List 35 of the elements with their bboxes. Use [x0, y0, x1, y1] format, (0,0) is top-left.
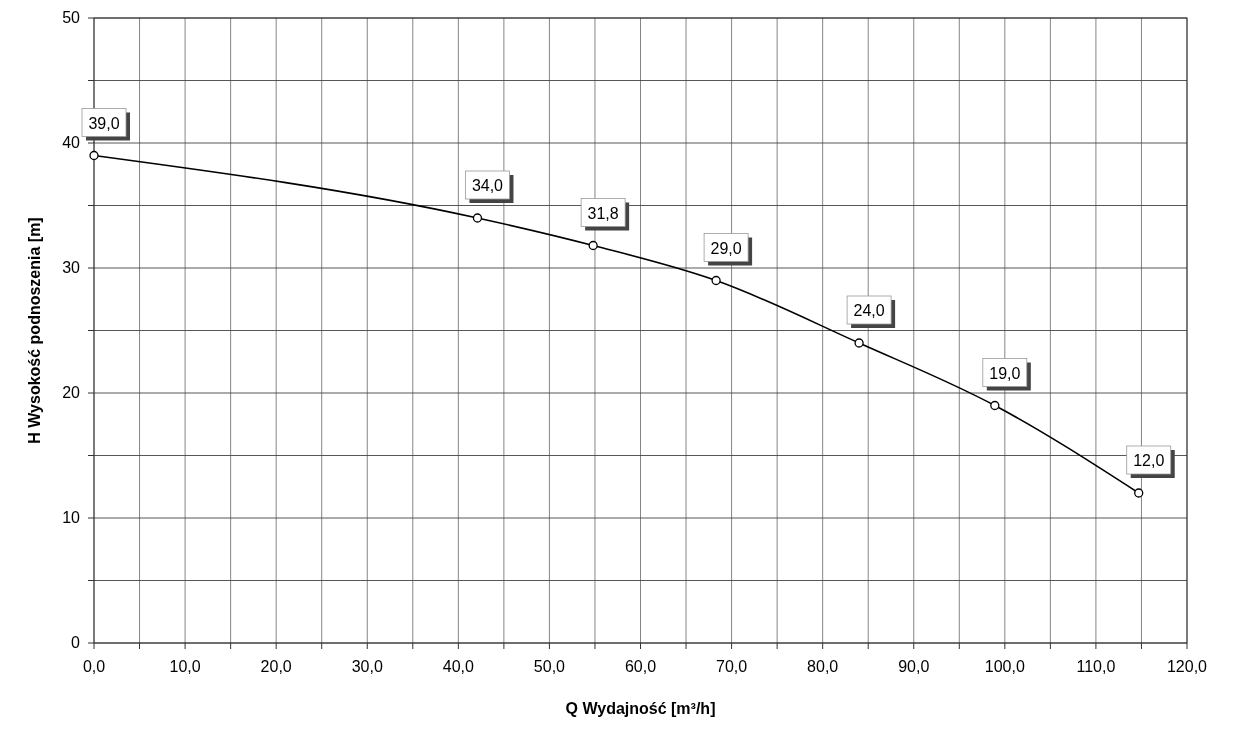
y-tick-label: 20	[62, 384, 81, 401]
point	[990, 400, 1000, 411]
x-tick-label: 60,0	[624, 658, 657, 675]
y-tick-label: 0	[71, 634, 81, 651]
data-label: 34,0	[471, 177, 504, 194]
y-tick-label: 40	[62, 134, 81, 151]
point	[472, 213, 483, 223]
y-tick-label: 30	[62, 259, 81, 276]
x-tick-label: 120,0	[1166, 658, 1208, 675]
data-label: 31,8	[587, 204, 619, 222]
x-tick-label: 70,0	[716, 658, 748, 675]
data-label: 24,0	[853, 302, 885, 319]
x-tick-label: 40,0	[442, 658, 475, 675]
y-axis-title: H Wysokość podnoszenia [m]	[26, 217, 43, 444]
point	[1134, 488, 1144, 498]
x-tick-label: 110,0	[1076, 658, 1116, 675]
x-axis-title: Q Wydajność [m³/h]	[565, 700, 716, 717]
point	[711, 275, 721, 286]
x-tick-label: 20,0	[260, 658, 292, 675]
point	[854, 338, 864, 348]
data-label: 12,0	[1133, 452, 1165, 469]
x-tick-label: 10,0	[169, 658, 201, 675]
x-tick-label: 0,0	[82, 658, 106, 675]
y-tick-label: 10	[62, 509, 81, 526]
x-tick-label: 50,0	[533, 658, 566, 675]
x-tick-label: 30,0	[351, 658, 383, 675]
x-tick-label: 100,0	[984, 658, 1025, 675]
point	[89, 150, 99, 161]
x-tick-label: 90,0	[898, 658, 930, 675]
data-label: 39,0	[88, 114, 120, 132]
data-label: 29,0	[710, 239, 742, 257]
y-tick-label: 50	[62, 9, 81, 26]
x-tick-label: 80,0	[807, 658, 839, 675]
point	[588, 240, 598, 251]
data-label: 19,0	[989, 364, 1021, 382]
